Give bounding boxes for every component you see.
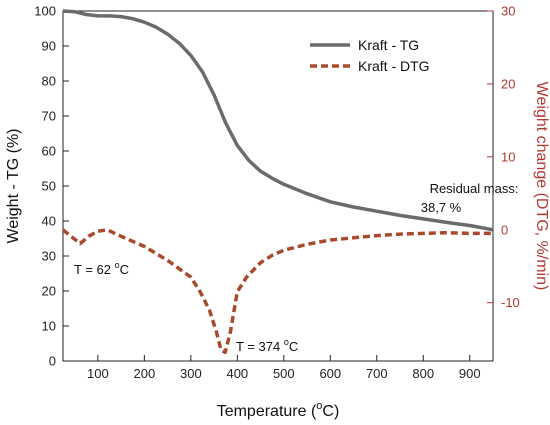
x-tick-label: 300 [180, 366, 202, 381]
x-tick-label: 200 [133, 366, 155, 381]
x-axis-title-sup: o [316, 400, 322, 412]
y-right-tick-label: 10 [501, 149, 515, 164]
y-right-tick-label: 20 [501, 76, 515, 91]
y-left-tick-label: 70 [42, 109, 56, 124]
y-right-tick-label: 30 [501, 4, 515, 19]
y-left-tick-label: 50 [42, 179, 56, 194]
annotation-t62-pre: T = 62 [74, 262, 115, 277]
x-tick-label: 500 [273, 366, 295, 381]
x-tick-label: 800 [412, 366, 434, 381]
annotation-residual-line2: 38,7 % [421, 200, 462, 215]
y-left-axis-title: Weight - TG (%) [5, 129, 22, 244]
x-tick-label: 600 [319, 366, 341, 381]
x-axis-title-main: Temperature ( [217, 403, 317, 420]
y-left-tick-label: 90 [42, 39, 56, 54]
y-left-tick-label: 40 [42, 214, 56, 229]
y-left-tick-label: 100 [34, 4, 56, 19]
legend-label-dtg: Kraft - DTG [358, 58, 430, 74]
annotation-residual-line1: Residual mass: [430, 181, 519, 196]
y-right-axis-title: Weight change (DTG, %/min) [533, 82, 550, 291]
x-axis-title: Temperature (oC) [217, 400, 340, 420]
y-left-axis-ticks: 0 10 20 30 40 50 60 70 80 90 100 [34, 4, 69, 369]
annotation-t62-post: C [120, 262, 129, 277]
y-left-tick-label: 10 [42, 319, 56, 334]
y-left-tick-label: 60 [42, 144, 56, 159]
y-right-tick-label: 0 [501, 222, 508, 237]
x-tick-label: 900 [459, 366, 481, 381]
y-left-tick-label: 0 [49, 354, 56, 369]
annotation-t62-sup: o [115, 260, 120, 270]
x-tick-label: 400 [226, 366, 248, 381]
x-tick-label: 100 [87, 366, 109, 381]
y-right-axis-ticks: -10 0 10 20 30 [487, 4, 520, 310]
series-line-tg [62, 9, 494, 232]
x-axis-ticks: 100 200 300 400 500 600 700 800 900 [87, 355, 481, 381]
annotation-t374-sup: o [284, 337, 289, 347]
x-axis-title-unit: C) [322, 403, 339, 420]
annotation-t62: T = 62 oC [74, 260, 129, 277]
y-right-tick-label: -10 [501, 295, 520, 310]
y-left-tick-label: 20 [42, 284, 56, 299]
series-layer [61, 9, 494, 355]
legend-label-tg: Kraft - TG [358, 37, 419, 53]
annotation-t374: T = 374 oC [236, 337, 298, 354]
y-left-tick-label: 30 [42, 249, 56, 264]
annotation-t374-post: C [289, 339, 298, 354]
annotation-t374-pre: T = 374 [236, 339, 284, 354]
series-line-dtg [61, 228, 493, 355]
x-tick-label: 700 [366, 366, 388, 381]
legend: Kraft - TG Kraft - DTG [310, 37, 430, 74]
y-left-tick-label: 80 [42, 74, 56, 89]
